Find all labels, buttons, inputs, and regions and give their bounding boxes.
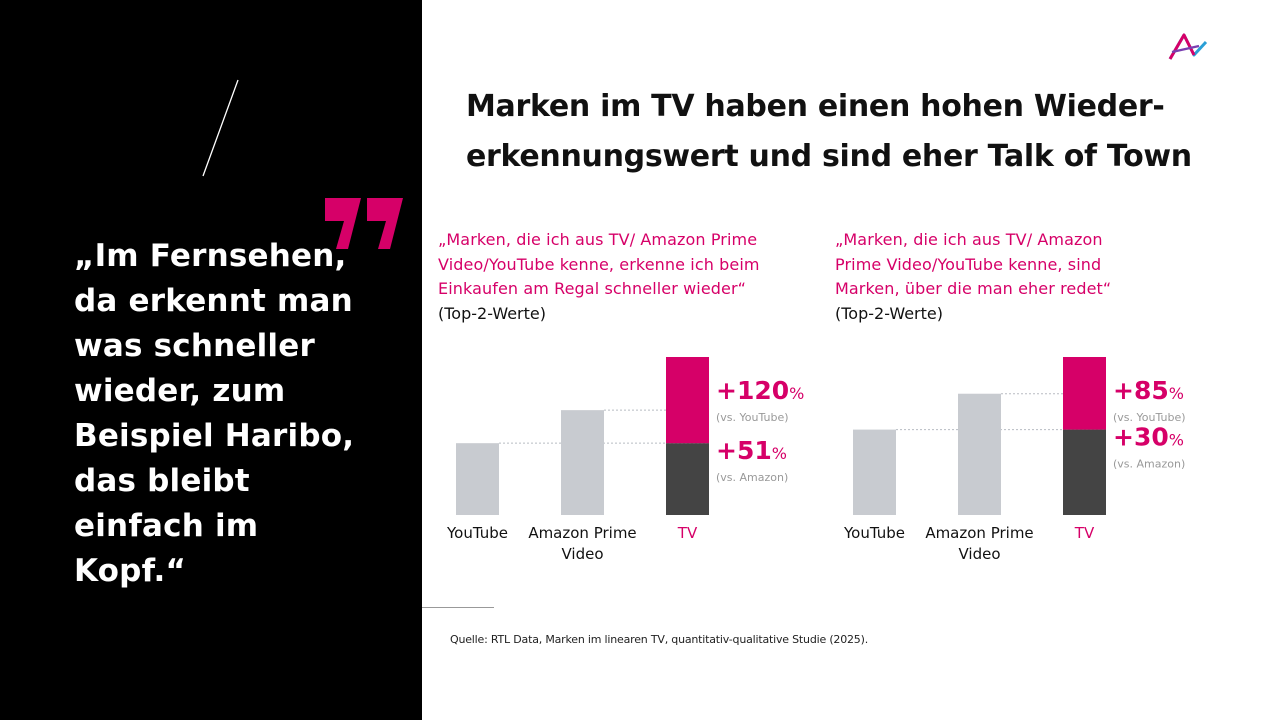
chart-subtitle: (Top-2-Werte) xyxy=(438,303,546,323)
uplift-annotation: +120% xyxy=(716,376,804,405)
category-label: YouTube xyxy=(843,524,905,542)
bar-tv-base xyxy=(666,443,709,515)
category-label: Amazon Prime xyxy=(925,524,1033,542)
slash-decoration xyxy=(202,79,239,177)
bar-0 xyxy=(853,429,896,515)
bar-tv-uplift xyxy=(666,357,709,444)
uplift-comparison: (vs. Amazon) xyxy=(716,471,788,484)
category-label: Video xyxy=(561,545,603,563)
chart-shelf-recognition: „Marken, die ich aus TV/ Amazon Prime Vi… xyxy=(438,228,818,578)
source-divider xyxy=(422,607,494,608)
source-note: Quelle: RTL Data, Marken im linearen TV,… xyxy=(450,633,868,646)
uplift-annotation: +85% xyxy=(1113,376,1184,405)
chart-plot: YouTube Amazon Prime Video TV +120% (vs. YouT… xyxy=(446,357,804,563)
uplift-comparison: (vs. Amazon) xyxy=(1113,458,1185,471)
quote-text: „Im Fernsehen, da erkennt man was schnel… xyxy=(74,238,355,589)
uplift-annotation: +30% xyxy=(1113,423,1184,452)
left-quote-panel: „Im Fernsehen, da erkennt man was schnel… xyxy=(0,0,422,720)
bar-tv-uplift xyxy=(1063,357,1106,430)
brand-logo-icon xyxy=(1168,33,1208,60)
uplift-comparison: (vs. YouTube) xyxy=(1113,411,1186,424)
category-label: Amazon Prime xyxy=(528,524,636,542)
bar-1 xyxy=(958,393,1001,515)
chart-question: „Marken, die ich aus TV/ Amazon Prime Vi… xyxy=(438,230,760,298)
quote-mark-icon xyxy=(325,198,403,249)
chart-talk-of-town: „Marken, die ich aus TV/ Amazon Prime Vi… xyxy=(835,228,1215,578)
chart-subtitle: (Top-2-Werte) xyxy=(835,303,943,323)
bar-1 xyxy=(561,410,604,515)
category-label: TV xyxy=(677,524,698,542)
category-label: YouTube xyxy=(446,524,508,542)
bar-tv-base xyxy=(1063,429,1106,515)
category-label: Video xyxy=(958,545,1000,563)
uplift-annotation: +51% xyxy=(716,436,787,465)
category-label: TV xyxy=(1074,524,1095,542)
chart-question: „Marken, die ich aus TV/ Amazon Prime Vi… xyxy=(835,230,1112,298)
uplift-comparison: (vs. YouTube) xyxy=(716,411,789,424)
page-title: Marken im TV haben einen hohen Wieder- e… xyxy=(466,89,1192,174)
bar-0 xyxy=(456,443,499,515)
chart-plot: YouTube Amazon Prime Video TV +85% (vs. YouTu… xyxy=(843,357,1186,563)
